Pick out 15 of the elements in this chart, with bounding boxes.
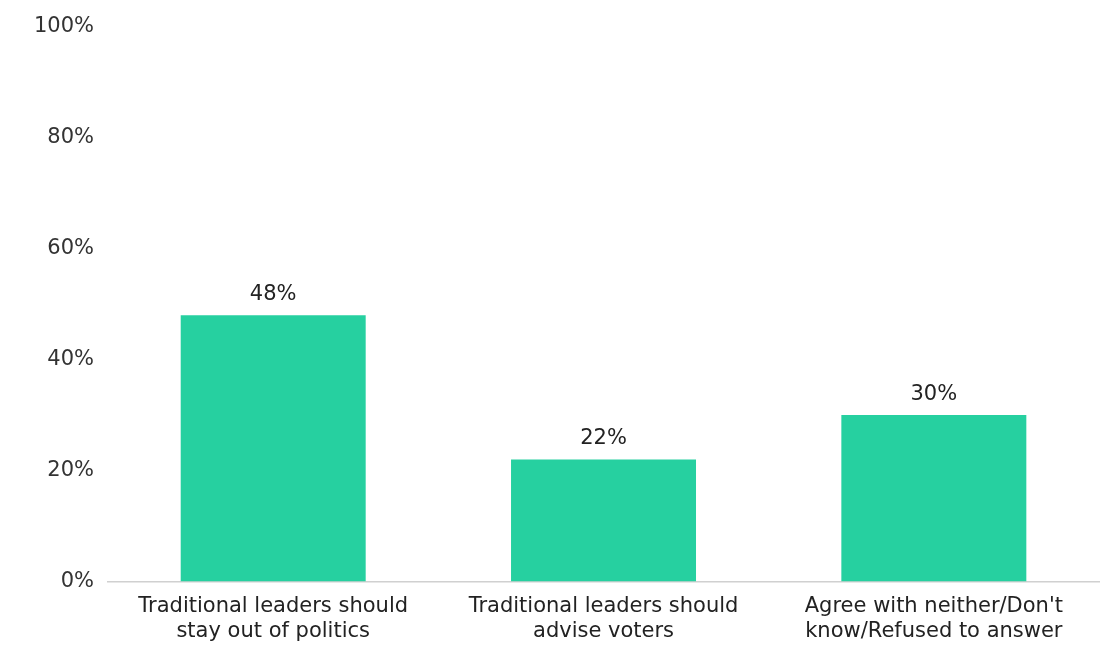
bar <box>841 415 1027 582</box>
x-tick-label: Agree with neither/Don't know/Refused to answer <box>804 592 1063 642</box>
y-tick-label: 60% <box>47 235 95 260</box>
bar <box>511 459 697 582</box>
data-label: 22% <box>580 425 627 450</box>
data-label: 48% <box>249 281 297 306</box>
y-tick-label: 0% <box>60 568 95 593</box>
y-tick-label: 20% <box>47 457 95 482</box>
bar <box>180 315 366 582</box>
data-label: 30% <box>910 381 958 406</box>
y-tick-label: 80% <box>47 124 95 149</box>
y-tick-label: 100% <box>33 13 95 38</box>
x-tick-label: Traditional leaders should stay out of politics <box>137 592 409 642</box>
x-tick-label: Traditional leaders should advise voters <box>467 592 739 642</box>
y-tick-label: 40% <box>47 346 95 371</box>
